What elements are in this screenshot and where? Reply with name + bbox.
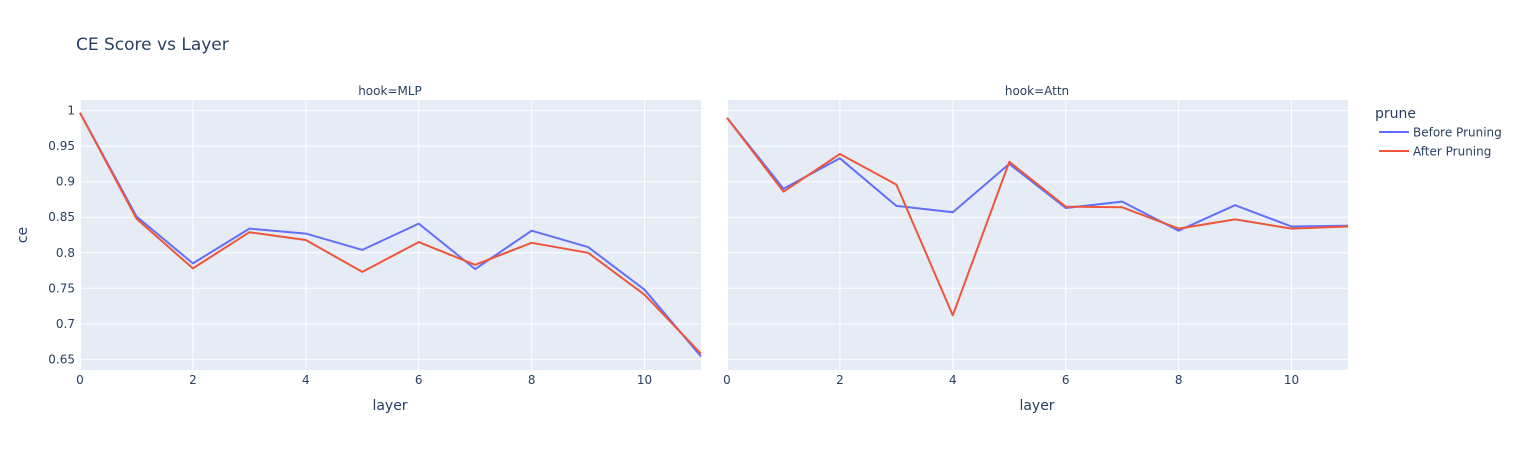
facet-label-mlp: hook=MLP bbox=[358, 84, 422, 98]
y-tick-label: 0.85 bbox=[48, 210, 75, 224]
y-tick-label: 1 bbox=[67, 104, 75, 118]
series-line-after-pruning[interactable] bbox=[79, 112, 702, 355]
y-tick-label: 0.65 bbox=[48, 352, 75, 366]
legend-label-after-pruning: After Pruning bbox=[1413, 145, 1491, 159]
x-axis-title-attn: layer bbox=[1019, 398, 1054, 414]
x-tick-label: 4 bbox=[302, 373, 310, 387]
x-tick-label: 6 bbox=[1062, 373, 1070, 387]
x-tick-label: 8 bbox=[528, 373, 536, 387]
series-line-before-pruning[interactable] bbox=[79, 112, 702, 358]
x-tick-label: 6 bbox=[415, 373, 423, 387]
panel-attn: 0 2 4 6 8 10 bbox=[723, 100, 1349, 387]
series-line-before-pruning[interactable] bbox=[726, 117, 1349, 232]
x-tick-label: 2 bbox=[836, 373, 844, 387]
y-tick-label: 0.9 bbox=[56, 175, 75, 189]
series-line-after-pruning[interactable] bbox=[726, 117, 1349, 317]
y-tick-label: 0.95 bbox=[48, 139, 75, 153]
legend-item-after-pruning[interactable]: After Pruning bbox=[1379, 145, 1491, 159]
plot-background bbox=[727, 100, 1348, 370]
x-tick-label: 10 bbox=[637, 373, 652, 387]
y-tick-label: 0.8 bbox=[56, 246, 75, 260]
x-axis-title-mlp: layer bbox=[372, 398, 407, 414]
y-tick-label: 0.75 bbox=[48, 281, 75, 295]
y-axis-title: ce bbox=[15, 227, 31, 243]
x-tick-label: 10 bbox=[1284, 373, 1299, 387]
x-tick-label: 4 bbox=[949, 373, 957, 387]
facet-label-attn: hook=Attn bbox=[1005, 84, 1069, 98]
legend-title: prune bbox=[1375, 106, 1416, 122]
x-tick-label: 2 bbox=[189, 373, 197, 387]
y-tick-label: 0.7 bbox=[56, 317, 75, 331]
legend-item-before-pruning[interactable]: Before Pruning bbox=[1379, 126, 1502, 140]
plot-background bbox=[80, 100, 701, 370]
chart-title: CE Score vs Layer bbox=[76, 35, 229, 55]
legend-label-before-pruning: Before Pruning bbox=[1413, 126, 1502, 140]
legend[interactable]: prune Before Pruning After Pruning bbox=[1375, 106, 1502, 159]
x-tick-label: 8 bbox=[1175, 373, 1183, 387]
x-tick-label: 0 bbox=[76, 373, 84, 387]
x-tick-label: 0 bbox=[723, 373, 731, 387]
